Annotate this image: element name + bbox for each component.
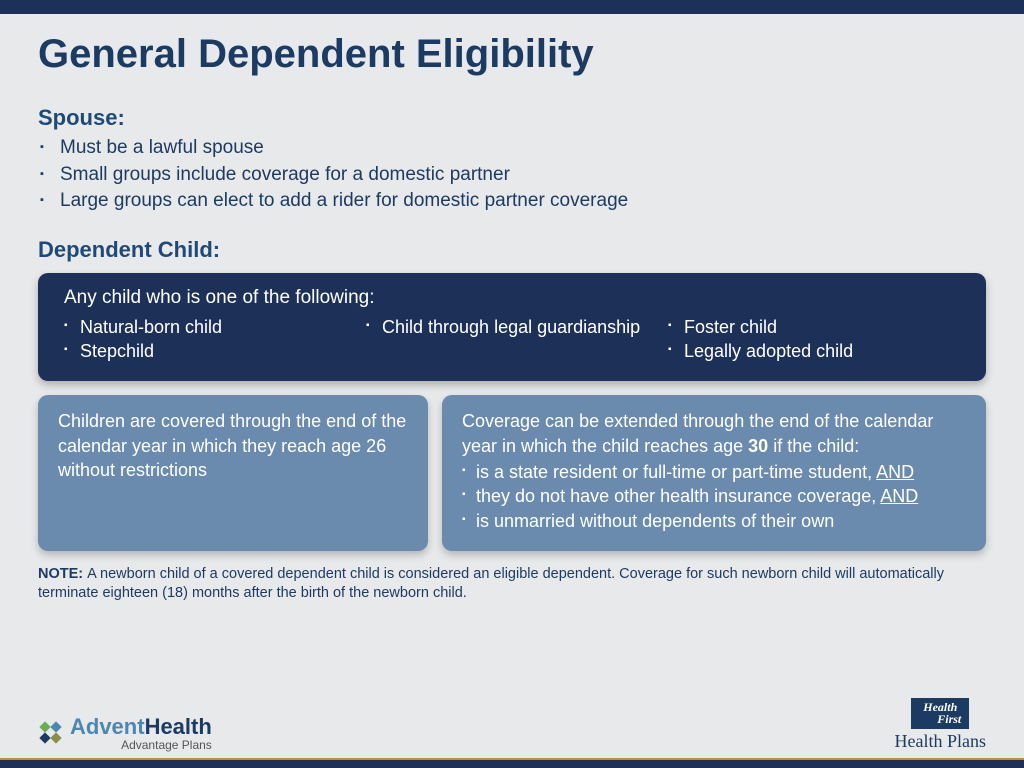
note-label: NOTE:	[38, 566, 87, 582]
health-first-logo: Health First Health Plans	[895, 698, 987, 752]
list-item: Natural-born child	[64, 315, 356, 339]
text: Health	[145, 714, 212, 739]
list-item: Stepchild	[64, 339, 356, 363]
advent-health-logo: AdventHealth Advantage Plans	[38, 714, 212, 752]
list-item: is a state resident or full-time or part…	[462, 460, 966, 484]
list-item: Foster child	[668, 315, 960, 339]
hf-text: Health Plans	[895, 731, 987, 752]
advent-health-icon	[38, 720, 64, 746]
child-types-box: Any child who is one of the following: N…	[38, 273, 986, 382]
list-item: they do not have other health insurance …	[462, 484, 966, 508]
coverage-26-box: Children are covered through the end of …	[38, 395, 428, 550]
list-item: Child through legal guardianship	[366, 315, 658, 339]
top-bar	[0, 0, 1024, 14]
logo-text: AdventHealth	[70, 714, 212, 740]
text: if the child:	[768, 436, 859, 456]
note-body: A newborn child of a covered dependent c…	[38, 566, 944, 602]
spouse-heading: Spouse:	[38, 105, 986, 131]
slide-content: General Dependent Eligibility Spouse: Mu…	[0, 14, 1024, 604]
child-box-title: Any child who is one of the following:	[64, 287, 960, 309]
text: is a state resident or full-time or part…	[476, 462, 876, 482]
list-item: Legally adopted child	[668, 339, 960, 363]
coverage-30-intro: Coverage can be extended through the end…	[462, 409, 966, 458]
age-bold: 30	[748, 436, 768, 456]
spouse-list: Must be a lawful spouse Small groups inc…	[38, 135, 986, 215]
text: Advent	[70, 714, 145, 739]
coverage-30-box: Coverage can be extended through the end…	[442, 395, 986, 550]
bottom-bar	[0, 758, 1024, 768]
note-text: NOTE: A newborn child of a covered depen…	[38, 565, 986, 604]
page-title: General Dependent Eligibility	[38, 32, 986, 77]
hf-badge: Health First	[911, 698, 969, 729]
list-item: Must be a lawful spouse	[38, 135, 986, 162]
text: they do not have other health insurance …	[476, 486, 880, 506]
and-underline: AND	[880, 486, 918, 506]
and-underline: AND	[876, 462, 914, 482]
coverage-26-text: Children are covered through the end of …	[58, 411, 406, 480]
list-item: is unmarried without dependents of their…	[462, 509, 966, 533]
list-item: Large groups can elect to add a rider fo…	[38, 188, 986, 215]
text: First	[919, 712, 961, 726]
list-item: Small groups include coverage for a dome…	[38, 162, 986, 189]
child-heading: Dependent Child:	[38, 237, 986, 263]
footer: AdventHealth Advantage Plans Health Firs…	[0, 698, 1024, 768]
logo-subtext: Advantage Plans	[70, 738, 212, 752]
text: Coverage can be extended through the end…	[462, 411, 933, 455]
